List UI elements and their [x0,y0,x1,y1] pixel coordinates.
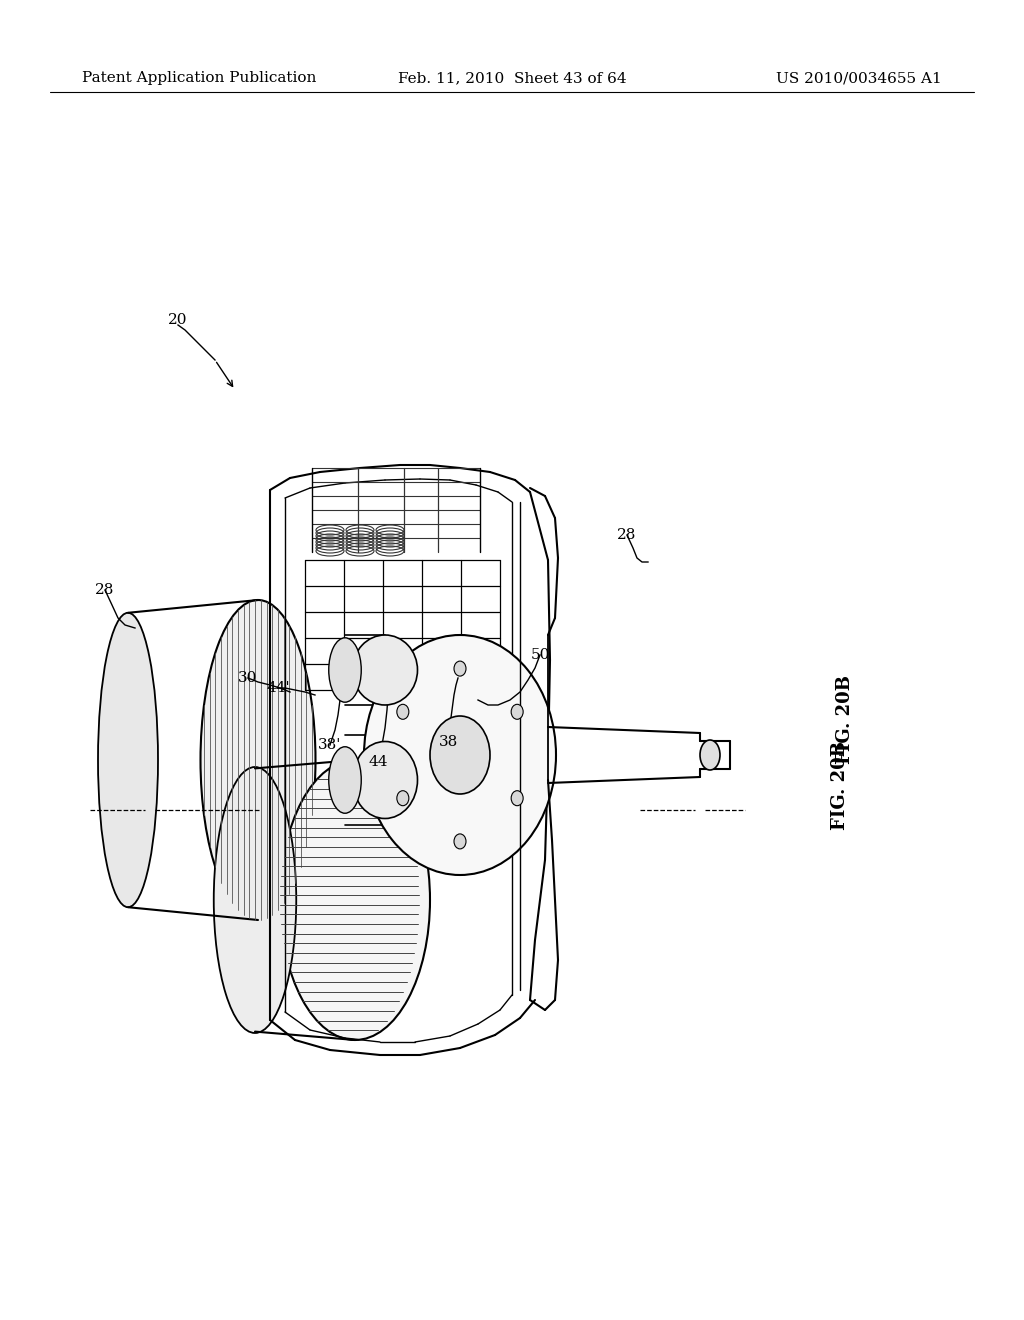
Ellipse shape [352,635,418,705]
Text: 38': 38' [318,738,342,752]
Text: 38: 38 [438,735,458,748]
Ellipse shape [98,612,158,907]
Ellipse shape [352,742,418,818]
Ellipse shape [329,638,361,702]
Text: 30: 30 [239,671,258,685]
Ellipse shape [700,741,720,770]
Ellipse shape [454,661,466,676]
Text: Patent Application Publication: Patent Application Publication [82,71,316,84]
Ellipse shape [511,705,523,719]
Text: 44: 44 [369,755,388,770]
Text: 50: 50 [530,648,550,663]
Ellipse shape [454,834,466,849]
Text: FIG. 20B: FIG. 20B [836,676,854,764]
Text: 28: 28 [617,528,637,543]
Text: 20: 20 [168,313,187,327]
Text: Feb. 11, 2010  Sheet 43 of 64: Feb. 11, 2010 Sheet 43 of 64 [397,71,627,84]
Ellipse shape [214,767,296,1034]
Text: FIG. 20B: FIG. 20B [830,741,849,830]
Ellipse shape [329,747,361,813]
Ellipse shape [364,635,556,875]
Text: US 2010/0034655 A1: US 2010/0034655 A1 [776,71,942,84]
Text: 44': 44' [266,681,290,696]
Ellipse shape [397,705,409,719]
Text: 28: 28 [95,583,115,597]
Ellipse shape [430,715,490,795]
Ellipse shape [201,601,315,920]
Ellipse shape [397,791,409,805]
Ellipse shape [511,791,523,805]
Ellipse shape [280,760,430,1040]
